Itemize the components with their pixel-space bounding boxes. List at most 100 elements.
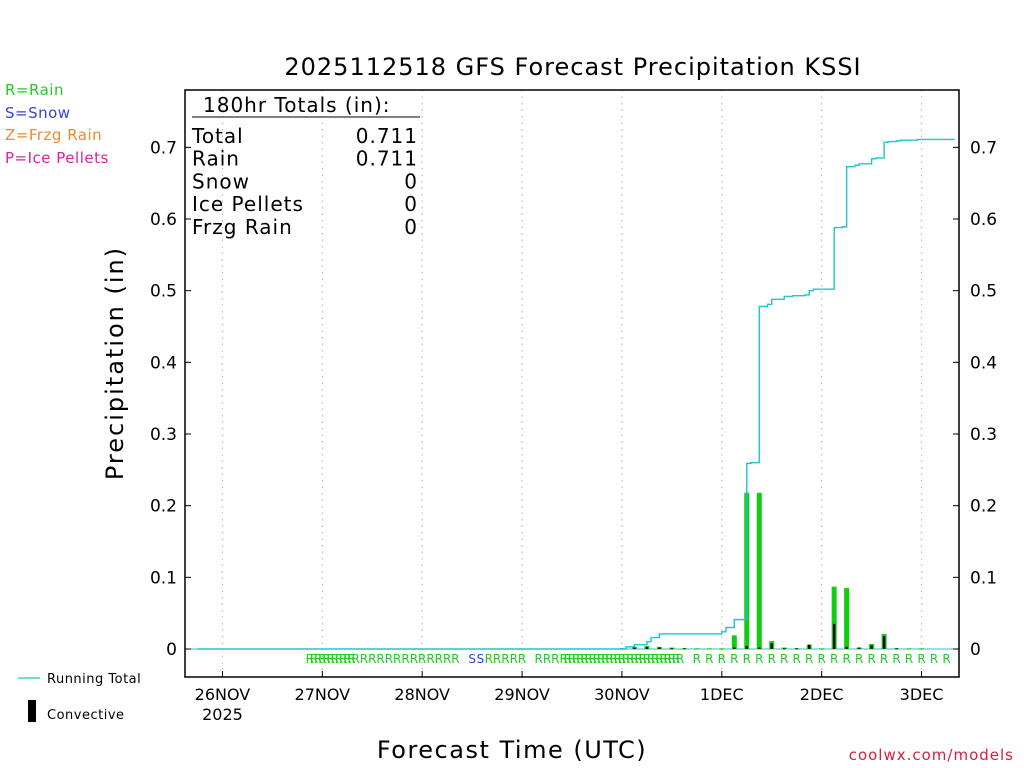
running-total-legend-label: Running Total — [47, 672, 141, 687]
precip-type-marker: R — [718, 652, 726, 666]
convective-bar — [807, 644, 811, 649]
totals-row-label: Snow — [192, 169, 250, 193]
precip-type-marker: R — [339, 652, 347, 666]
convective-bar — [857, 647, 861, 649]
precip-type-marker: R — [643, 652, 651, 666]
convective-bar — [633, 647, 636, 649]
precip-type-marker: R — [930, 652, 938, 666]
totals-row-label: Rain — [192, 147, 240, 171]
y-tick-label-left: 0.1 — [150, 568, 177, 588]
precip-type-marker: R — [664, 652, 672, 666]
precip-type-marker: R — [347, 652, 355, 666]
grid-lines — [185, 90, 959, 677]
totals-box: 180hr Totals (in): Total 0.711 Rain 0.711 Sn… — [191, 93, 420, 239]
totals-row-value: 0 — [404, 215, 418, 239]
precip-type-marker: R — [755, 652, 763, 666]
x-axis-label: Forecast Time (UTC) — [377, 736, 647, 764]
precip-type-marker: R — [568, 652, 576, 666]
precip-type-marker: R — [597, 652, 605, 666]
precip-type-marker: R — [435, 652, 443, 666]
convective-bar — [670, 648, 674, 650]
precip-type-marker: R — [880, 652, 888, 666]
precip-type-marker: R — [306, 652, 314, 666]
precip-type-marker: R — [693, 652, 701, 666]
precip-type-marker: R — [584, 652, 592, 666]
precip-type-marker: R — [676, 652, 684, 666]
precip-type-marker: R — [672, 652, 680, 666]
y-tick-label-left: 0.7 — [150, 138, 177, 158]
precip-type-marker: R — [867, 652, 875, 666]
precip-type-marker: R — [493, 652, 501, 666]
precip-type-marker: R — [659, 652, 667, 666]
precip-type-marker: R — [793, 652, 801, 666]
precip-type-marker: R — [343, 652, 351, 666]
precip-type-marker: R — [830, 652, 838, 666]
precip-type-marker: R — [451, 652, 459, 666]
credit-link[interactable]: coolwx.com/models — [848, 746, 1014, 764]
y-tick-label-left: 0.5 — [150, 282, 177, 302]
y-tick-label-right: 0.2 — [970, 497, 997, 517]
totals-heading: 180hr Totals (in): — [203, 93, 391, 117]
y-tick-label-left: 0.2 — [150, 497, 177, 517]
x-tick-label: 28NOV — [394, 685, 450, 704]
precip-type-marker: R — [589, 652, 597, 666]
precip-type-marker: R — [855, 652, 863, 666]
precip-type-marker: R — [768, 652, 776, 666]
precip-type-marker: R — [351, 652, 359, 666]
precip-bar — [694, 648, 700, 650]
precip-bar — [706, 648, 712, 650]
precip-type-marker: R — [314, 652, 322, 666]
precip-type-marker: R — [626, 652, 634, 666]
convective-legend-swatch — [28, 700, 36, 722]
precip-type-marker: R — [401, 652, 409, 666]
precip-bars — [619, 492, 925, 650]
precip-type-marker: S — [468, 652, 476, 666]
precip-type-marker: R — [614, 652, 622, 666]
precip-type-marker: R — [580, 652, 588, 666]
precip-type-marker: R — [335, 652, 343, 666]
convective-bar — [845, 646, 848, 649]
y-tick-label-right: 0.5 — [970, 282, 997, 302]
precip-type-marker: R — [376, 652, 384, 666]
precip-bar — [731, 635, 737, 649]
precip-type-marker: R — [743, 652, 751, 666]
precip-type-marker: R — [510, 652, 518, 666]
precip-bar — [906, 648, 912, 650]
precip-type-marker: R — [576, 652, 584, 666]
convective-bar — [895, 648, 898, 650]
precip-type-marker: R — [917, 652, 925, 666]
precip-type-marker: R — [634, 652, 642, 666]
precip-type-marker: R — [905, 652, 913, 666]
y-tick-label-right: 0.6 — [970, 210, 997, 230]
chart-title: 2025112518 GFS Forecast Precipitation KS… — [284, 53, 861, 81]
y-tick-label-right: 0 — [970, 640, 981, 660]
y-tick-label-left: 0.6 — [150, 210, 177, 230]
x-tick-label: 26NOV — [195, 685, 251, 704]
convective-bar — [832, 623, 836, 649]
precip-type-marker: R — [705, 652, 713, 666]
precip-type-marker: R — [560, 652, 568, 666]
y-tick-label-left: 0 — [166, 640, 177, 660]
precip-type-marker: R — [551, 652, 559, 666]
convective-bar — [733, 647, 736, 649]
precip-type-marker: R — [360, 652, 368, 666]
x-tick-sublabel: 2025 — [202, 705, 243, 724]
precip-type-marker: R — [518, 652, 526, 666]
convective-bar — [758, 647, 761, 649]
totals-row-value: 0 — [404, 169, 418, 193]
totals-row-value: 0.711 — [356, 147, 418, 171]
plot-frame — [184, 89, 960, 678]
precip-type-marker: R — [318, 652, 326, 666]
precip-type-marker: R — [605, 652, 613, 666]
convective-bar — [645, 646, 649, 649]
convective-bar — [658, 647, 661, 649]
precip-type-marker: R — [572, 652, 580, 666]
precip-bar — [819, 648, 825, 650]
y-tick-label-right: 0.1 — [970, 568, 997, 588]
totals-row-value: 0.711 — [356, 124, 418, 148]
x-tick-label: 30NOV — [594, 685, 650, 704]
x-tick-label: 3DEC — [900, 685, 944, 704]
